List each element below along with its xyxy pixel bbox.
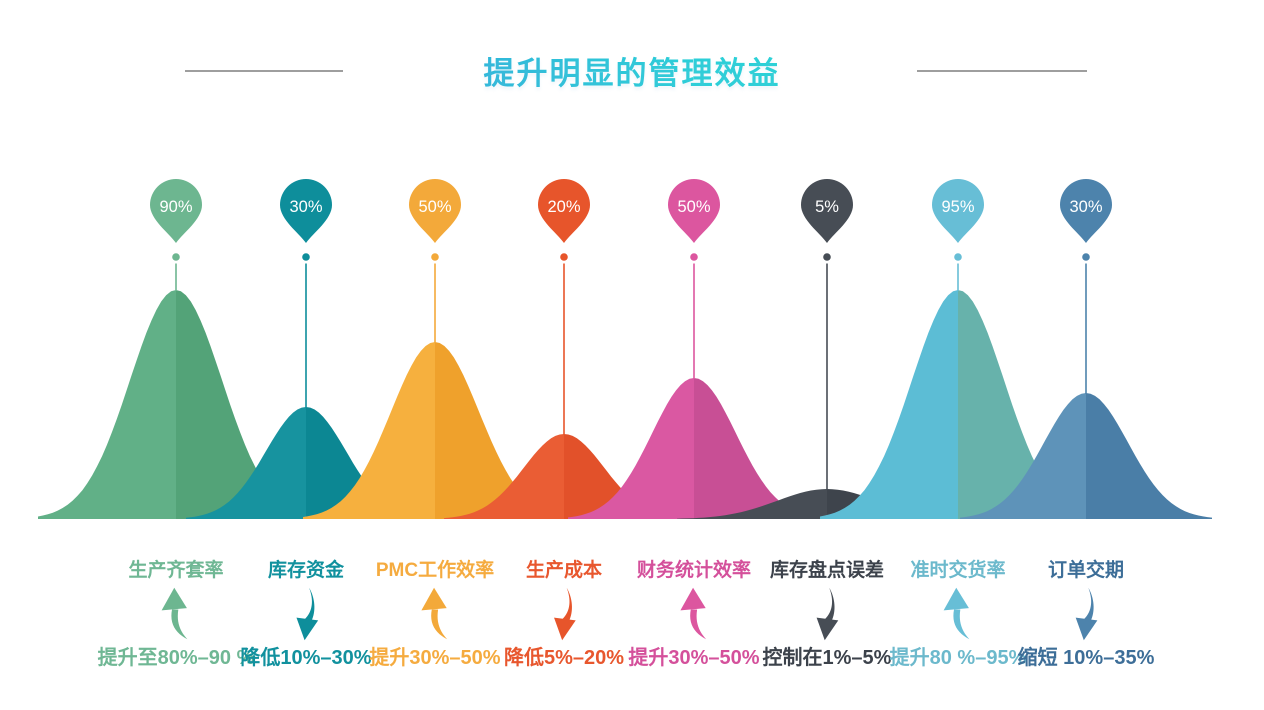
- trend-arrow-down-icon: [296, 587, 318, 641]
- trend-arrow-down-icon: [554, 587, 576, 641]
- balloon-pin-icon: [538, 179, 590, 243]
- bell-curve-right-half: [564, 434, 684, 519]
- metric-item: 库存盘点误差 控制在1%–5%: [763, 558, 892, 670]
- balloon-pin-icon: [801, 179, 853, 243]
- bell-curve-left-half: [568, 378, 694, 519]
- metric-range: 提升80 %–95%: [889, 647, 1027, 669]
- percent-label: 5%: [815, 198, 839, 216]
- metric-range: 缩短 10%–35%: [1017, 647, 1155, 669]
- balloon-pin-icon: [1060, 179, 1112, 243]
- metric-item: 生产齐套率 提升至80%–90 %: [98, 558, 255, 670]
- bell-curve-right-half: [1086, 393, 1212, 519]
- metric-range: 控制在1%–5%: [762, 647, 892, 669]
- title-right-rule: [917, 70, 1087, 72]
- balloon-pin-icon: [409, 179, 461, 243]
- bell-curve-left-half: [820, 290, 958, 519]
- metric-range: 提升30%–50%: [369, 647, 501, 669]
- percent-label: 95%: [941, 198, 974, 216]
- marker-dot: [431, 253, 439, 261]
- balloon-pin-icon: [932, 179, 984, 243]
- percent-label: 50%: [418, 198, 451, 216]
- percent-label: 90%: [159, 198, 192, 216]
- balloon-pin-icon: [668, 179, 720, 243]
- metric-item: 财务统计效率 提升30%–50%: [628, 558, 759, 670]
- bell-curve-left-half: [960, 393, 1086, 519]
- marker-dot: [302, 253, 310, 261]
- bell-curve-left-half: [38, 290, 176, 519]
- bell-curve-left-half: [677, 489, 827, 519]
- marker-dot: [1082, 253, 1090, 261]
- marker-dot: [690, 253, 698, 261]
- trend-arrow-up-icon: [680, 587, 706, 640]
- bell-curve-right-half: [306, 407, 426, 519]
- balloon-pin-icon: [280, 179, 332, 243]
- metric-name: 订单交期: [1047, 560, 1124, 581]
- metric-item: PMC工作效率 提升30%–50%: [369, 558, 500, 670]
- metric-name: 财务统计效率: [636, 560, 751, 581]
- trend-arrow-up-icon: [162, 587, 188, 640]
- bell-curve-right-half: [435, 342, 567, 519]
- percent-label: 20%: [547, 198, 580, 216]
- metric-name: 准时交货率: [910, 560, 1006, 581]
- trend-arrow-down-icon: [1076, 587, 1098, 641]
- trend-arrow-up-icon: [421, 587, 447, 640]
- marker-dot: [560, 253, 568, 261]
- metric-name: PMC工作效率: [375, 560, 495, 581]
- title-left-rule: [185, 70, 343, 72]
- percent-label: 30%: [289, 198, 322, 216]
- metric-name: 库存资金: [267, 560, 344, 581]
- bell-curve-right-half: [176, 290, 314, 519]
- metric-range: 降低10%–30%: [240, 647, 372, 669]
- marker-dot: [823, 253, 831, 261]
- metric-item: 准时交货率 提升80 %–95%: [890, 558, 1027, 670]
- metric-range: 提升至80%–90 %: [97, 647, 255, 669]
- marker-dot: [172, 253, 180, 261]
- trend-arrow-up-icon: [944, 587, 970, 640]
- trend-arrow-down-icon: [817, 587, 839, 641]
- metric-range: 提升30%–50%: [628, 647, 760, 669]
- metric-name: 库存盘点误差: [769, 560, 884, 581]
- metric-name: 生产成本: [525, 560, 602, 581]
- metric-range: 降低5%–20%: [503, 647, 625, 669]
- bell-curve-right-half: [694, 378, 820, 519]
- metric-name: 生产齐套率: [128, 560, 224, 581]
- metric-item: 库存资金 降低10%–30%: [240, 558, 371, 670]
- bell-curve-left-half: [444, 434, 564, 519]
- bell-curve-left-half: [186, 407, 306, 519]
- percent-label: 30%: [1069, 198, 1102, 216]
- bell-curve-left-half: [303, 342, 435, 519]
- metric-item: 订单交期 缩短 10%–35%: [1018, 558, 1155, 670]
- balloon-pin-icon: [150, 179, 202, 243]
- metric-item: 生产成本 降低5%–20%: [504, 558, 624, 670]
- percent-label: 50%: [677, 198, 710, 216]
- marker-dot: [954, 253, 962, 261]
- page-title: 提升明显的管理效益: [0, 48, 1264, 93]
- bell-curve-right-half: [958, 290, 1096, 519]
